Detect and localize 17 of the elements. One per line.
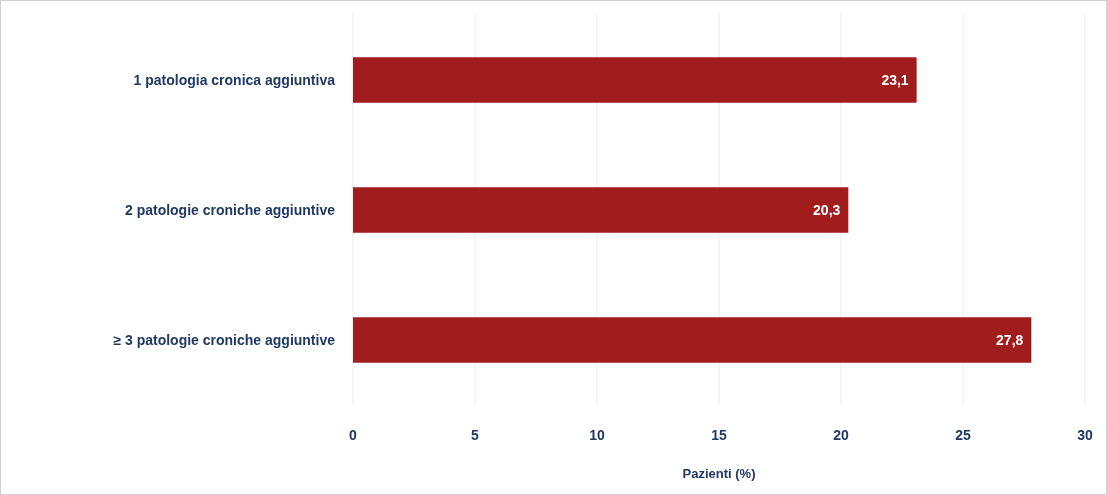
y-tick-label: ≥ 3 patologie croniche aggiuntive (113, 331, 336, 348)
y-tick-label: 2 patologie croniche aggiuntive (124, 201, 336, 218)
bar (353, 57, 917, 103)
y-tick-label: 1 patologia cronica aggiuntiva (133, 71, 336, 88)
data-label: 27,8 (996, 331, 1024, 348)
x-tick-label: 5 (471, 427, 480, 443)
x-tick-label: 10 (589, 427, 605, 443)
bar (353, 187, 849, 233)
bar (353, 317, 1032, 363)
x-tick-label: 25 (955, 427, 971, 443)
data-label: 23,1 (881, 71, 909, 88)
x-axis-title: Pazienti (%) (682, 466, 756, 481)
data-label: 20,3 (813, 201, 841, 218)
x-tick-label: 15 (711, 427, 727, 443)
x-tick-label: 30 (1077, 427, 1093, 443)
x-tick-label: 20 (833, 427, 849, 443)
x-tick-label: 0 (349, 427, 358, 443)
